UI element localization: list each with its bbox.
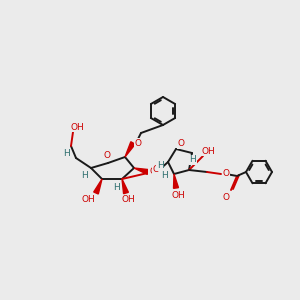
Text: O: O [152,166,160,175]
Text: O: O [223,169,230,178]
Polygon shape [122,179,128,194]
Text: H: H [190,155,196,164]
Text: H: H [157,161,164,170]
Text: O: O [223,193,230,202]
Polygon shape [134,168,149,174]
Polygon shape [173,174,178,188]
Polygon shape [94,179,102,194]
Text: H: H [81,172,87,181]
Text: OH: OH [121,196,135,205]
Text: OH: OH [201,146,215,155]
Text: OH: OH [171,190,185,200]
Text: H: H [112,182,119,191]
Text: H: H [63,149,69,158]
Text: OH: OH [81,194,95,203]
Polygon shape [125,142,135,157]
Text: O: O [178,140,184,148]
Text: H: H [160,172,167,181]
Text: OH: OH [149,167,163,176]
Text: OH: OH [70,122,84,131]
Text: O: O [134,139,142,148]
Text: O: O [103,152,110,160]
